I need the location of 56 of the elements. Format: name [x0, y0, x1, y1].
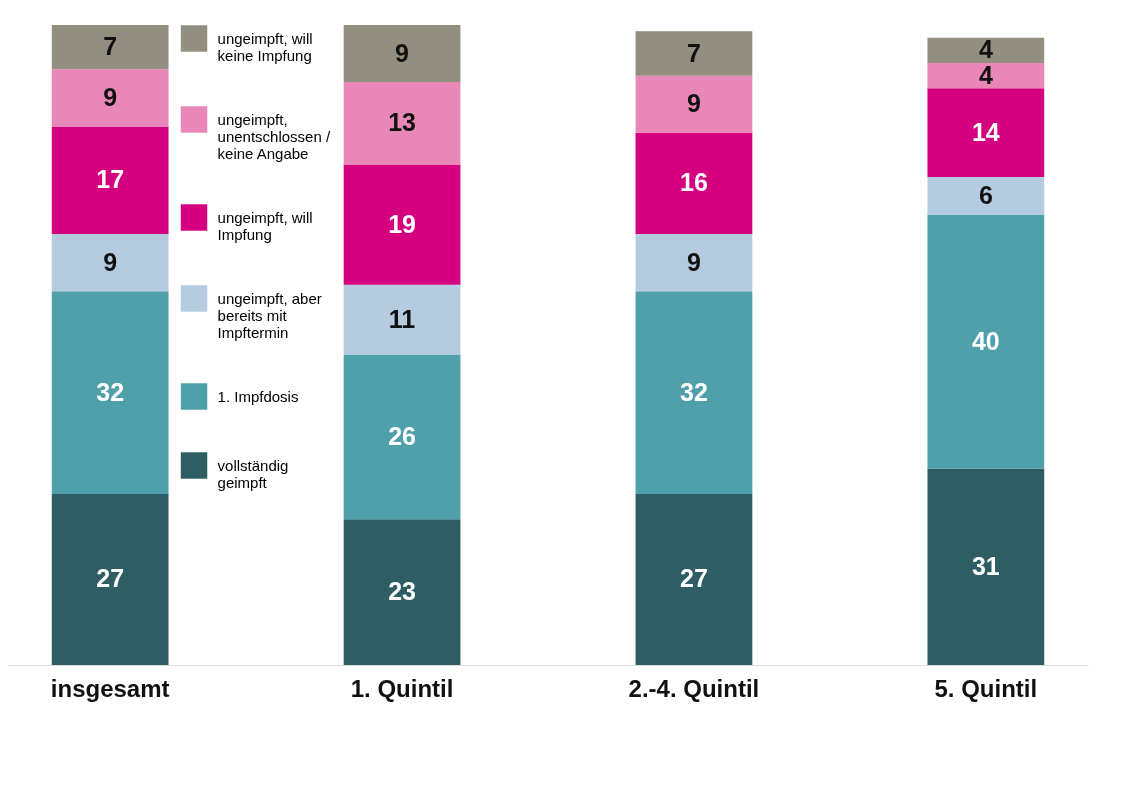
bar — [635, 132, 753, 235]
legend-label: ungeimpft, aber bereits mit Impftermin — [217, 289, 322, 341]
data-label: 32 — [680, 377, 708, 406]
bar — [51, 126, 169, 235]
bar — [343, 25, 461, 83]
data-label: 11 — [388, 304, 416, 333]
bar — [51, 493, 169, 665]
bar — [927, 88, 1045, 178]
bar — [51, 25, 169, 70]
data-label: 9 — [686, 89, 701, 118]
data-label: 9 — [395, 38, 410, 67]
bar — [927, 177, 1045, 216]
data-label: 23 — [388, 577, 416, 606]
x-tick-label: 2.-4. Quintil — [628, 674, 760, 702]
data-label: 13 — [388, 108, 416, 137]
data-label: 9 — [103, 82, 118, 111]
bar — [635, 75, 753, 133]
bar — [51, 234, 169, 292]
bar — [927, 63, 1045, 89]
data-label: 6 — [978, 181, 993, 210]
data-label: 14 — [971, 117, 1000, 146]
bar — [635, 291, 753, 494]
data-label: 7 — [103, 32, 118, 61]
data-label: 16 — [680, 168, 708, 197]
legend-label: ungeimpft, will keine Impfung — [217, 29, 313, 64]
bar — [927, 215, 1045, 469]
legend-label: ungeimpft, unentschlossen / keine Angabe — [217, 110, 331, 162]
data-label: 7 — [686, 38, 701, 67]
data-label: 27 — [96, 564, 125, 593]
legend-label: vollständig geimpft — [217, 456, 289, 491]
data-label: 19 — [388, 209, 416, 238]
data-label: 26 — [388, 421, 416, 450]
x-tick-label: 5. Quintil — [934, 674, 1038, 702]
bar — [635, 234, 753, 292]
legend-label: 1. Impfdosis — [217, 387, 299, 405]
legend-label: ungeimpft, will Impfung — [217, 208, 313, 243]
bar — [51, 69, 169, 127]
data-label: 17 — [96, 165, 125, 194]
data-label: 32 — [96, 377, 125, 406]
bar — [343, 284, 461, 355]
bar — [927, 37, 1045, 64]
bar — [927, 468, 1045, 665]
bar — [343, 164, 461, 285]
bar — [635, 31, 753, 76]
bar — [51, 291, 169, 494]
bar — [635, 493, 753, 665]
bar — [343, 519, 461, 665]
data-label: 40 — [971, 326, 1000, 355]
bar — [343, 82, 461, 165]
data-label: 31 — [971, 551, 1000, 580]
data-label: 9 — [103, 247, 118, 276]
x-tick-label: insgesamt — [50, 674, 170, 702]
data-label: 27 — [680, 564, 708, 593]
x-tick-label: 1. Quintil — [350, 674, 454, 702]
bar — [343, 354, 461, 520]
data-label: 9 — [686, 247, 701, 276]
